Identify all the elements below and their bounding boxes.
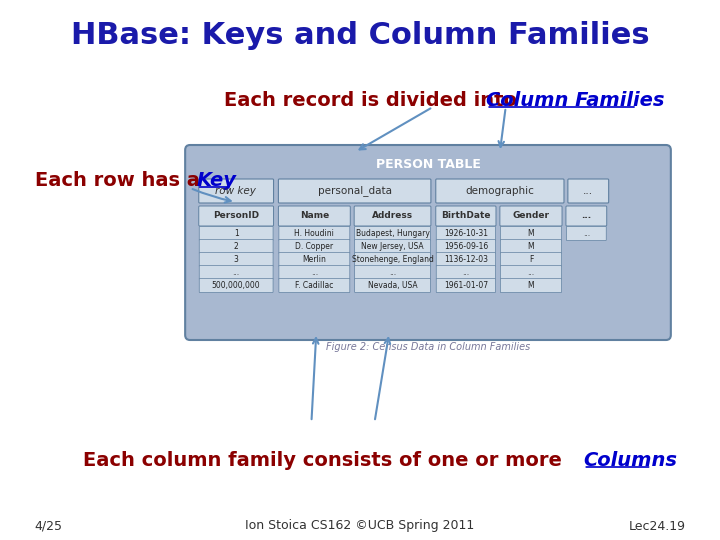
FancyBboxPatch shape [355,266,431,280]
Text: ...: ... [582,229,590,238]
Text: Address: Address [372,212,413,220]
FancyBboxPatch shape [199,279,273,293]
Text: Ion Stoica CS162 ©UCB Spring 2011: Ion Stoica CS162 ©UCB Spring 2011 [246,519,474,532]
FancyBboxPatch shape [279,253,350,267]
Text: M: M [528,229,534,238]
Text: Column Families: Column Families [486,91,665,110]
Text: 1956-09-16: 1956-09-16 [444,242,488,251]
Text: PERSON TABLE: PERSON TABLE [376,159,480,172]
Text: F. Cadillac: F. Cadillac [295,281,333,290]
Text: ...: ... [527,268,534,277]
Text: Columns: Columns [583,450,678,469]
Text: Lec24.19: Lec24.19 [629,519,685,532]
Text: M: M [528,281,534,290]
FancyBboxPatch shape [436,279,495,293]
Text: Each row has a: Each row has a [35,171,206,190]
Text: Each record is divided into: Each record is divided into [224,91,523,110]
Text: Figure 2: Census Data in Column Families: Figure 2: Census Data in Column Families [326,342,530,352]
Text: Each column family consists of one or more: Each column family consists of one or mo… [84,450,569,469]
Text: M: M [528,242,534,251]
Text: D. Copper: D. Copper [295,242,333,251]
Text: ...: ... [583,186,593,196]
FancyBboxPatch shape [279,206,351,226]
FancyBboxPatch shape [500,206,562,226]
FancyBboxPatch shape [199,179,274,203]
FancyBboxPatch shape [436,240,495,253]
FancyBboxPatch shape [279,266,350,280]
Text: PersonID: PersonID [213,212,259,220]
Text: ...: ... [462,268,469,277]
Text: Key: Key [197,171,237,190]
FancyBboxPatch shape [354,206,431,226]
FancyBboxPatch shape [199,226,273,240]
Text: 1961-01-07: 1961-01-07 [444,281,488,290]
FancyBboxPatch shape [279,279,350,293]
FancyBboxPatch shape [279,240,350,253]
Text: BirthDate: BirthDate [441,212,490,220]
FancyBboxPatch shape [436,226,495,240]
Text: New Jersey, USA: New Jersey, USA [361,242,424,251]
Text: 500,000,000: 500,000,000 [212,281,261,290]
Text: ...: ... [389,268,396,277]
Text: 4/25: 4/25 [35,519,63,532]
FancyBboxPatch shape [567,226,606,240]
FancyBboxPatch shape [279,179,431,203]
FancyBboxPatch shape [355,240,431,253]
FancyBboxPatch shape [436,253,495,267]
Text: H. Houdini: H. Houdini [294,229,334,238]
Text: row key: row key [215,186,256,196]
Text: 1: 1 [234,229,238,238]
FancyBboxPatch shape [436,266,495,280]
FancyBboxPatch shape [199,206,274,226]
Text: 1136-12-03: 1136-12-03 [444,255,488,264]
FancyBboxPatch shape [436,179,564,203]
Text: Budapest, Hungary: Budapest, Hungary [356,229,429,238]
Text: Stonehenge, England: Stonehenge, England [351,255,433,264]
Text: F: F [528,255,533,264]
Text: demographic: demographic [465,186,534,196]
Text: 3: 3 [234,255,238,264]
FancyBboxPatch shape [355,226,431,240]
Text: ...: ... [581,212,591,220]
FancyBboxPatch shape [500,253,562,267]
FancyBboxPatch shape [568,179,608,203]
Text: 2: 2 [234,242,238,251]
FancyBboxPatch shape [185,145,671,340]
Text: personal_data: personal_data [318,186,392,197]
FancyBboxPatch shape [199,253,273,267]
FancyBboxPatch shape [500,226,562,240]
FancyBboxPatch shape [279,226,350,240]
FancyBboxPatch shape [436,206,496,226]
Text: ...: ... [311,268,318,277]
Text: Merlin: Merlin [302,255,326,264]
FancyBboxPatch shape [566,206,607,226]
Text: HBase: Keys and Column Families: HBase: Keys and Column Families [71,21,649,50]
FancyBboxPatch shape [500,266,562,280]
FancyBboxPatch shape [199,240,273,253]
Text: 1926-10-31: 1926-10-31 [444,229,488,238]
Text: Gender: Gender [513,212,549,220]
FancyBboxPatch shape [500,240,562,253]
FancyBboxPatch shape [500,279,562,293]
FancyBboxPatch shape [355,279,431,293]
Text: Nevada, USA: Nevada, USA [368,281,418,290]
Text: ...: ... [233,268,240,277]
FancyBboxPatch shape [355,253,431,267]
FancyBboxPatch shape [199,266,273,280]
Text: Name: Name [300,212,329,220]
